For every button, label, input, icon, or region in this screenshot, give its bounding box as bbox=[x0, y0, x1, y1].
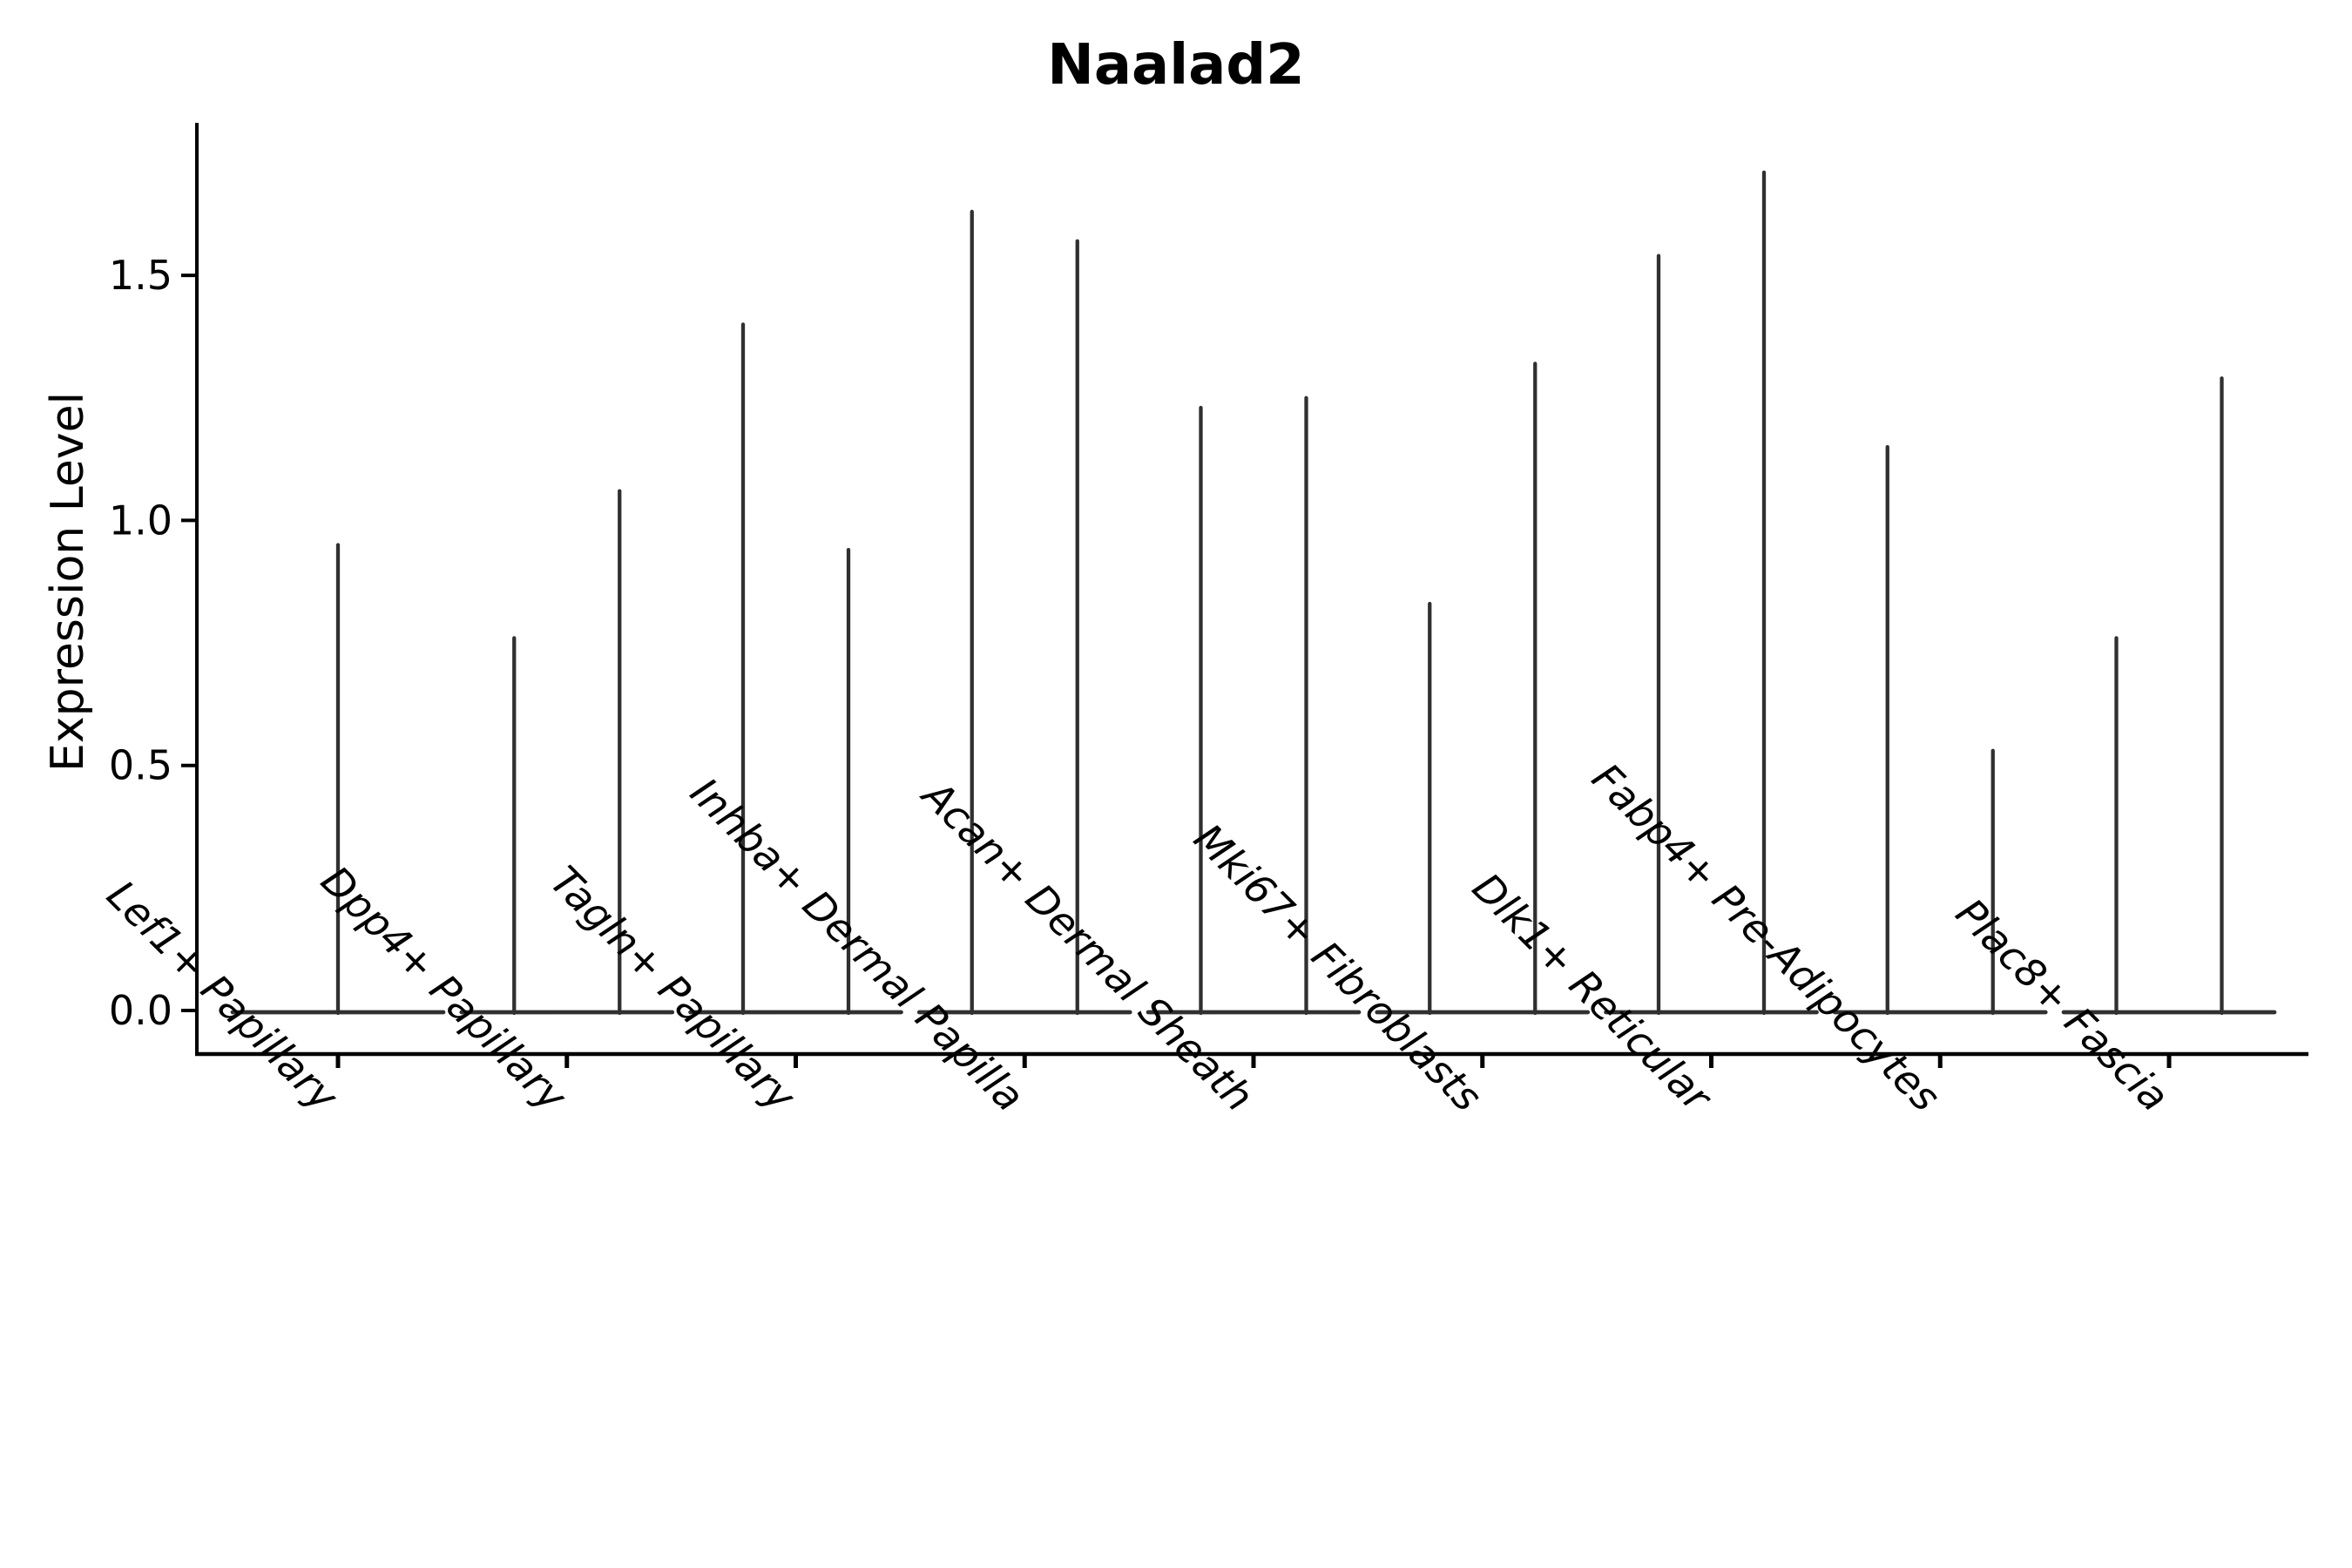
chart-title: Naalad2 bbox=[1047, 33, 1305, 98]
y-tick-label: 1.0 bbox=[109, 497, 172, 544]
y-tick-label: 0.0 bbox=[109, 987, 172, 1034]
y-tick-label: 0.5 bbox=[109, 742, 172, 789]
y-tick-label: 1.5 bbox=[109, 252, 172, 299]
